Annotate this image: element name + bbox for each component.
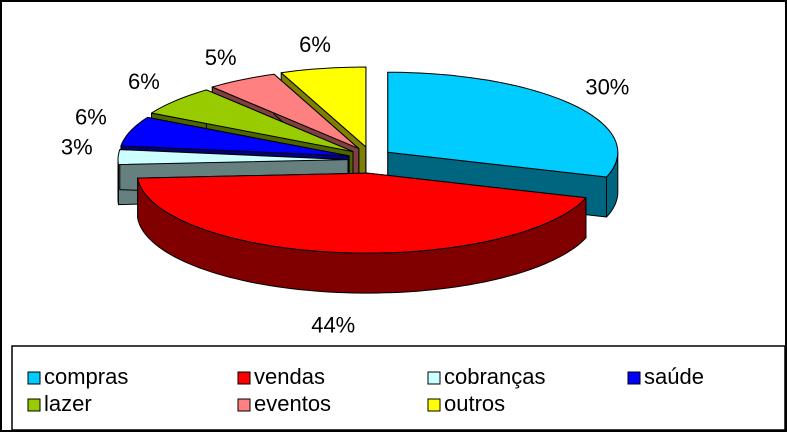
legend-swatch	[627, 371, 641, 385]
slice	[120, 116, 350, 157]
slice	[151, 89, 354, 153]
data-label: 5%	[205, 45, 237, 70]
legend-swatch	[237, 371, 251, 385]
data-label: 6%	[299, 32, 331, 57]
legend-swatch	[237, 398, 251, 412]
legend-label: lazer	[44, 391, 92, 416]
slice-side	[117, 159, 119, 206]
legend-swatch	[427, 398, 441, 412]
data-label: 30%	[585, 75, 629, 100]
legend-label: compras	[44, 364, 128, 389]
slice	[280, 66, 367, 148]
legend-swatch	[427, 371, 441, 385]
legend-swatch	[27, 398, 41, 412]
slice	[387, 71, 619, 178]
legend-label: cobranças	[444, 364, 546, 389]
legend-swatch	[27, 371, 41, 385]
legend-label: eventos	[254, 391, 331, 416]
slice	[137, 172, 587, 254]
slice	[117, 149, 349, 166]
legend-label: vendas	[254, 364, 325, 389]
legend-label: outros	[444, 391, 505, 416]
legend-label: saúde	[644, 364, 704, 389]
data-label: 44%	[311, 313, 355, 338]
data-label: 6%	[75, 105, 107, 130]
slice	[211, 73, 360, 150]
data-label: 6%	[128, 69, 160, 94]
data-label: 3%	[61, 134, 93, 159]
legend-box	[11, 345, 786, 431]
